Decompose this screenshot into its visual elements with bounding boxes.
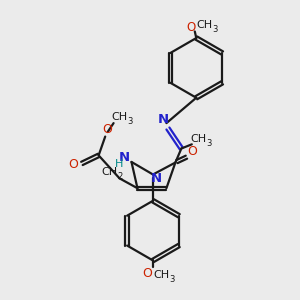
Text: O: O [186, 21, 196, 34]
Text: O: O [187, 145, 197, 158]
Text: 3: 3 [206, 139, 212, 148]
Text: N: N [157, 113, 168, 126]
Text: 3: 3 [169, 275, 175, 284]
Text: CH: CH [196, 20, 213, 31]
Text: 3: 3 [212, 25, 218, 34]
Text: O: O [69, 158, 79, 171]
Text: H: H [115, 159, 123, 169]
Text: CH: CH [190, 134, 206, 144]
Text: CH: CH [112, 112, 127, 122]
Text: 2: 2 [118, 172, 123, 182]
Text: O: O [143, 266, 152, 280]
Text: CH: CH [102, 167, 118, 176]
Text: N: N [118, 151, 130, 164]
Text: CH: CH [153, 270, 170, 280]
Text: O: O [102, 124, 112, 136]
Text: N: N [150, 172, 161, 184]
Text: 3: 3 [127, 117, 132, 126]
